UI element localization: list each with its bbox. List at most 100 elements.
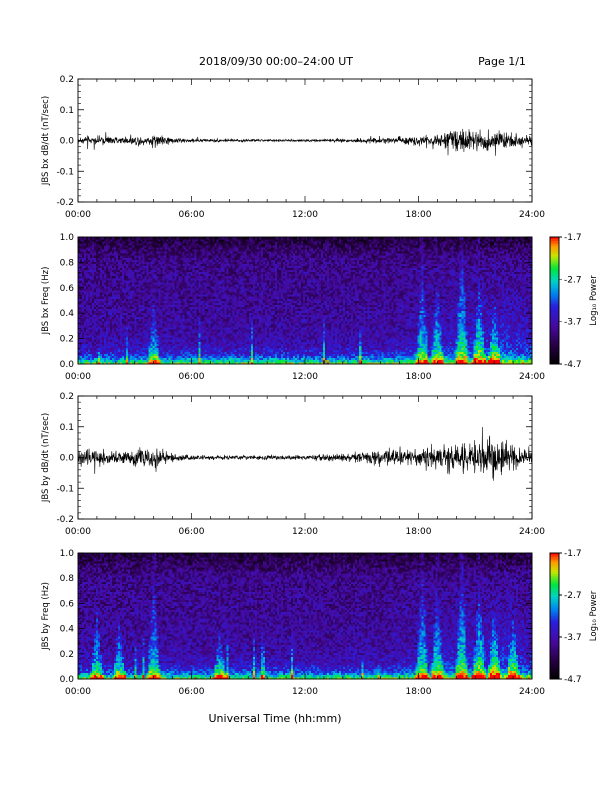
heatmap-cell bbox=[94, 323, 96, 325]
heatmap-cell bbox=[184, 262, 186, 264]
heatmap-cell bbox=[82, 282, 84, 284]
heatmap-cell bbox=[162, 311, 164, 313]
heatmap-cell bbox=[217, 339, 219, 341]
heatmap-cell bbox=[217, 286, 219, 288]
heatmap-cell bbox=[102, 268, 104, 270]
heatmap-cell bbox=[174, 266, 176, 268]
heatmap-cell bbox=[140, 282, 142, 284]
heatmap-cell bbox=[205, 303, 207, 305]
heatmap-cell bbox=[205, 360, 207, 362]
heatmap-cell bbox=[108, 360, 110, 362]
heatmap-cell bbox=[102, 253, 104, 255]
heatmap-cell bbox=[104, 290, 106, 292]
heatmap-cell bbox=[178, 257, 180, 259]
heatmap-cell bbox=[174, 260, 176, 262]
heatmap-cell bbox=[156, 270, 158, 272]
heatmap-cell bbox=[186, 327, 188, 329]
heatmap-cell bbox=[122, 270, 124, 272]
heatmap-cell bbox=[227, 282, 229, 284]
heatmap-cell bbox=[106, 333, 108, 335]
heatmap-cell bbox=[96, 315, 98, 317]
heatmap-cell bbox=[188, 243, 190, 245]
heatmap-cell bbox=[158, 262, 160, 264]
heatmap-cell bbox=[112, 311, 114, 313]
heatmap-cell bbox=[110, 262, 112, 264]
heatmap-cell bbox=[193, 339, 195, 341]
heatmap-cell bbox=[128, 245, 130, 247]
heatmap-cell bbox=[184, 335, 186, 337]
heatmap-cell bbox=[168, 251, 170, 253]
heatmap-cell bbox=[150, 321, 152, 323]
heatmap-cell bbox=[126, 249, 128, 251]
heatmap-cell bbox=[225, 286, 227, 288]
heatmap-cell bbox=[80, 339, 82, 341]
heatmap-cell bbox=[152, 319, 154, 321]
heatmap-cell bbox=[215, 264, 217, 266]
heatmap-cell bbox=[92, 341, 94, 343]
heatmap-cell bbox=[102, 288, 104, 290]
heatmap-cell bbox=[112, 245, 114, 247]
heatmap-cell bbox=[233, 249, 235, 251]
heatmap-cell bbox=[184, 251, 186, 253]
heatmap-cell bbox=[114, 350, 116, 352]
heatmap-cell bbox=[197, 245, 199, 247]
heatmap-cell bbox=[80, 294, 82, 296]
heatmap-cell bbox=[207, 307, 209, 309]
heatmap-cell bbox=[178, 239, 180, 241]
heatmap-cell bbox=[199, 251, 201, 253]
heatmap-cell bbox=[84, 301, 86, 303]
heatmap-cell bbox=[164, 313, 166, 315]
heatmap-cell bbox=[110, 241, 112, 243]
heatmap-cell bbox=[138, 288, 140, 290]
heatmap-cell bbox=[128, 319, 130, 321]
heatmap-cell bbox=[136, 264, 138, 266]
heatmap-cell bbox=[94, 243, 96, 245]
heatmap-cell bbox=[122, 262, 124, 264]
heatmap-cell bbox=[154, 298, 156, 300]
heatmap-cell bbox=[150, 284, 152, 286]
heatmap-cell bbox=[106, 301, 108, 303]
heatmap-cell bbox=[100, 286, 102, 288]
heatmap-cell bbox=[231, 264, 233, 266]
heatmap-cell bbox=[180, 319, 182, 321]
heatmap-cell bbox=[86, 290, 88, 292]
heatmap-cell bbox=[219, 350, 221, 352]
heatmap-cell bbox=[134, 268, 136, 270]
heatmap-cell bbox=[108, 262, 110, 264]
heatmap-cell bbox=[118, 251, 120, 253]
heatmap-cell bbox=[100, 303, 102, 305]
heatmap-cell bbox=[213, 272, 215, 274]
heatmap-cell bbox=[176, 309, 178, 311]
heatmap-cell bbox=[225, 346, 227, 348]
heatmap-cell bbox=[211, 327, 213, 329]
heatmap-cell bbox=[174, 296, 176, 298]
heatmap-cell bbox=[191, 339, 193, 341]
heatmap-cell bbox=[136, 356, 138, 358]
heatmap-cell bbox=[166, 325, 168, 327]
heatmap-cell bbox=[184, 257, 186, 259]
heatmap-cell bbox=[160, 286, 162, 288]
heatmap-cell bbox=[178, 325, 180, 327]
heatmap-cell bbox=[140, 337, 142, 339]
heatmap-cell bbox=[136, 323, 138, 325]
heatmap-cell bbox=[100, 239, 102, 241]
heatmap-cell bbox=[88, 264, 90, 266]
heatmap-cell bbox=[186, 303, 188, 305]
heatmap-cell bbox=[100, 247, 102, 249]
heatmap-cell bbox=[118, 292, 120, 294]
heatmap-cell bbox=[231, 266, 233, 268]
heatmap-cell bbox=[114, 352, 116, 354]
heatmap-cell bbox=[98, 266, 100, 268]
heatmap-cell bbox=[197, 325, 199, 327]
heatmap-cell bbox=[108, 266, 110, 268]
heatmap-cell bbox=[231, 319, 233, 321]
heatmap-cell bbox=[203, 264, 205, 266]
heatmap-cell bbox=[136, 360, 138, 362]
heatmap-cell bbox=[82, 315, 84, 317]
heatmap-cell bbox=[182, 303, 184, 305]
heatmap-cell bbox=[88, 335, 90, 337]
heatmap-cell bbox=[150, 251, 152, 253]
heatmap-cell bbox=[186, 333, 188, 335]
heatmap-cell bbox=[84, 358, 86, 360]
heatmap-cell bbox=[108, 284, 110, 286]
